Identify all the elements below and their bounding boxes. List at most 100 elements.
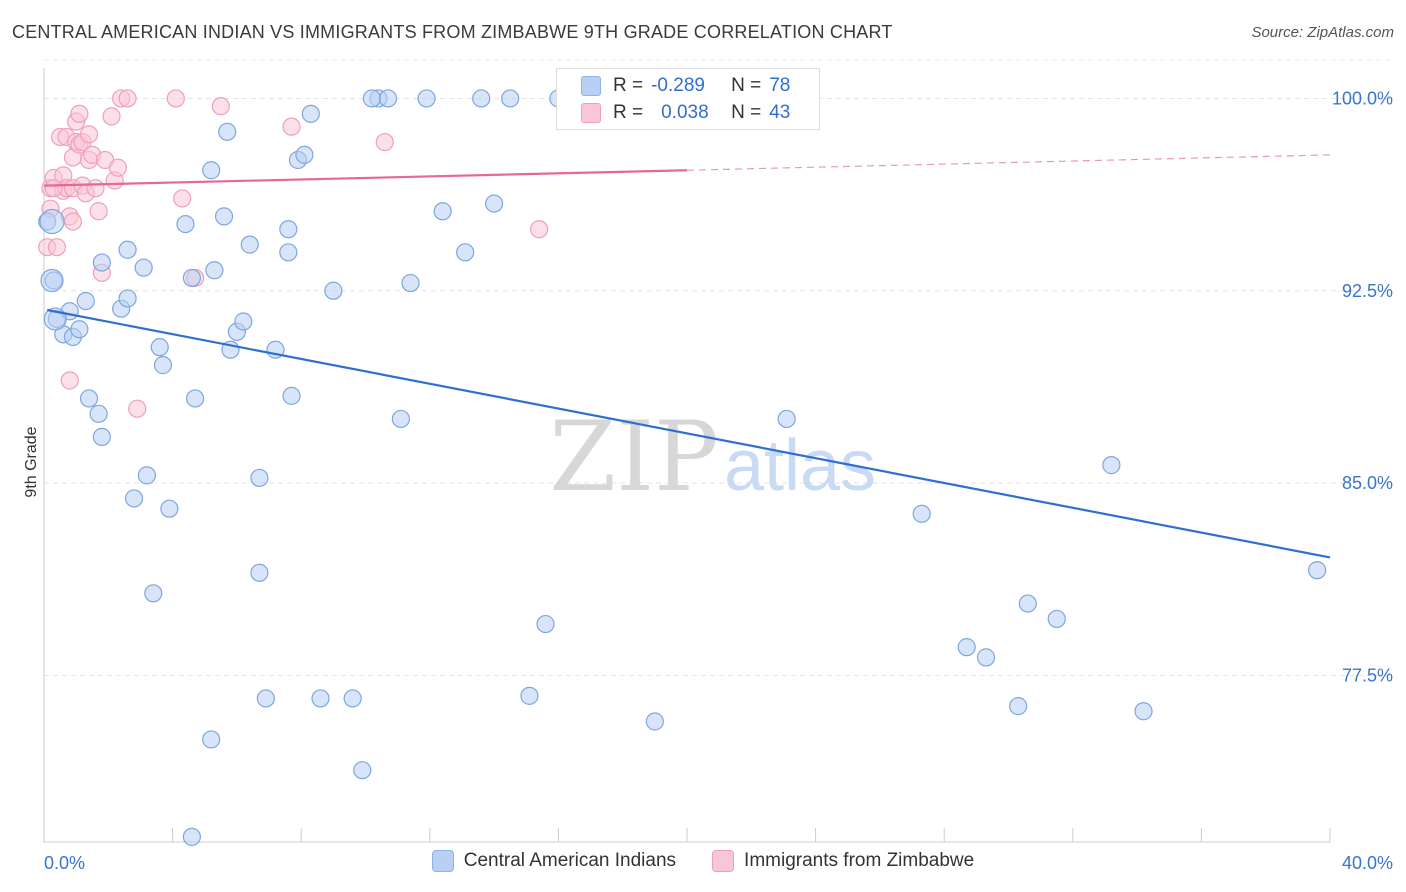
data-point-pink [530, 220, 549, 239]
data-point-blue [362, 89, 382, 108]
source-label: Source: ZipAtlas.com [1251, 24, 1394, 41]
data-point-blue [124, 489, 144, 508]
data-point-blue [1018, 594, 1037, 613]
trend-line-pink-extension [686, 154, 1331, 171]
data-point-blue [234, 312, 253, 331]
legend: Central American Indians Immigrants from… [0, 850, 1406, 872]
data-point-blue [391, 409, 410, 429]
data-point-blue [301, 104, 320, 123]
data-point-blue [324, 281, 343, 300]
stats-row-blue: R = -0.289 N = 78 [581, 73, 791, 99]
stats-row-pink: R = 0.038 N = 43 [581, 100, 791, 126]
y-tick-label: 77.5% [1342, 665, 1393, 685]
data-point-blue [39, 208, 65, 235]
data-point-blue [957, 638, 976, 657]
data-point-blue [134, 258, 153, 277]
data-point-blue [520, 686, 539, 705]
data-point-blue [214, 207, 234, 226]
stats-n-value: 78 [769, 75, 791, 96]
stats-r-value: 0.038 [661, 102, 709, 123]
data-point-blue [202, 161, 221, 180]
chart-title: CENTRAL AMERICAN INDIAN VS IMMIGRANTS FR… [12, 22, 893, 42]
data-point-blue [645, 712, 664, 731]
data-point-blue [70, 320, 89, 339]
data-point-blue [76, 291, 95, 311]
stats-n-label: N = [731, 102, 762, 123]
data-point-pink [44, 179, 63, 198]
data-point-blue [279, 220, 298, 239]
data-point-blue [501, 89, 520, 108]
data-point-blue [186, 389, 205, 408]
data-point-pink [108, 158, 128, 177]
data-point-pink [118, 89, 137, 108]
y-tick-label: 85.0% [1342, 473, 1393, 493]
data-point-blue [256, 689, 275, 708]
x-tick-label: 40.0% [1342, 853, 1393, 873]
trend-line-pink [43, 169, 688, 187]
data-point-blue [279, 243, 298, 262]
data-point-pink [173, 189, 192, 208]
data-point-blue [1134, 702, 1153, 721]
legend-item-central-american-indians[interactable]: Central American Indians [431, 850, 677, 872]
data-point-blue [160, 499, 179, 518]
data-point-pink [63, 212, 83, 231]
data-point-blue [417, 89, 436, 108]
y-tick-label: 100.0% [1332, 88, 1393, 108]
data-point-blue [182, 268, 201, 288]
data-point-pink [211, 97, 230, 116]
data-point-pink [166, 89, 185, 108]
data-point-blue [202, 730, 221, 749]
data-point-blue [40, 268, 64, 293]
data-point-blue [250, 468, 269, 488]
data-point-blue [118, 289, 137, 308]
data-point-pink [89, 202, 108, 221]
watermark-zip: ZIP [549, 401, 718, 513]
data-point-blue [282, 386, 301, 405]
data-point-blue [295, 145, 314, 164]
data-point-pink [375, 132, 394, 152]
legend-swatch-blue [431, 850, 454, 872]
data-point-blue [1308, 561, 1327, 580]
stats-r-value: -0.289 [651, 75, 705, 96]
data-point-pink [128, 399, 147, 418]
data-point-blue [378, 89, 398, 108]
data-point-blue [250, 563, 269, 582]
data-point-pink [70, 104, 89, 123]
y-tick-label: 92.5% [1342, 281, 1393, 301]
data-point-blue [912, 504, 931, 523]
data-point-blue [1047, 609, 1066, 629]
data-point-blue [485, 194, 504, 213]
data-point-blue [456, 243, 475, 262]
data-point-pink [79, 125, 99, 144]
data-point-blue [176, 214, 195, 234]
trend-lines [43, 154, 1331, 559]
data-point-blue [150, 338, 169, 357]
stats-n-label: N = [731, 75, 762, 96]
data-point-blue [182, 827, 201, 846]
data-point-blue [79, 389, 99, 408]
data-point-blue [536, 614, 555, 634]
trend-line-blue [47, 308, 1331, 559]
tick-labels: 77.5% 85.0% 92.5% 100.0% 0.0% 40.0% [44, 88, 1393, 873]
data-point-blue [311, 689, 330, 708]
x-tick-label: 0.0% [44, 853, 85, 873]
data-point-blue [92, 427, 111, 446]
data-point-blue [137, 466, 156, 485]
data-point-blue [144, 584, 163, 603]
data-point-pink [102, 107, 121, 126]
stats-swatch-pink [581, 103, 601, 123]
data-point-blue [1009, 697, 1028, 716]
grid-lines [44, 59, 1390, 676]
legend-label: Central American Indians [463, 850, 677, 871]
legend-swatch-pink [712, 850, 735, 872]
data-point-blue [433, 202, 452, 221]
data-point-blue [153, 356, 173, 375]
data-point-pink [86, 179, 105, 198]
series-zimbabwe [38, 89, 549, 418]
axes [43, 68, 1331, 843]
stats-n-value: 43 [769, 102, 791, 123]
legend-item-zimbabwe[interactable]: Immigrants from Zimbabwe [712, 850, 974, 872]
data-point-blue [976, 648, 996, 667]
stats-r-label: R = [613, 102, 644, 123]
